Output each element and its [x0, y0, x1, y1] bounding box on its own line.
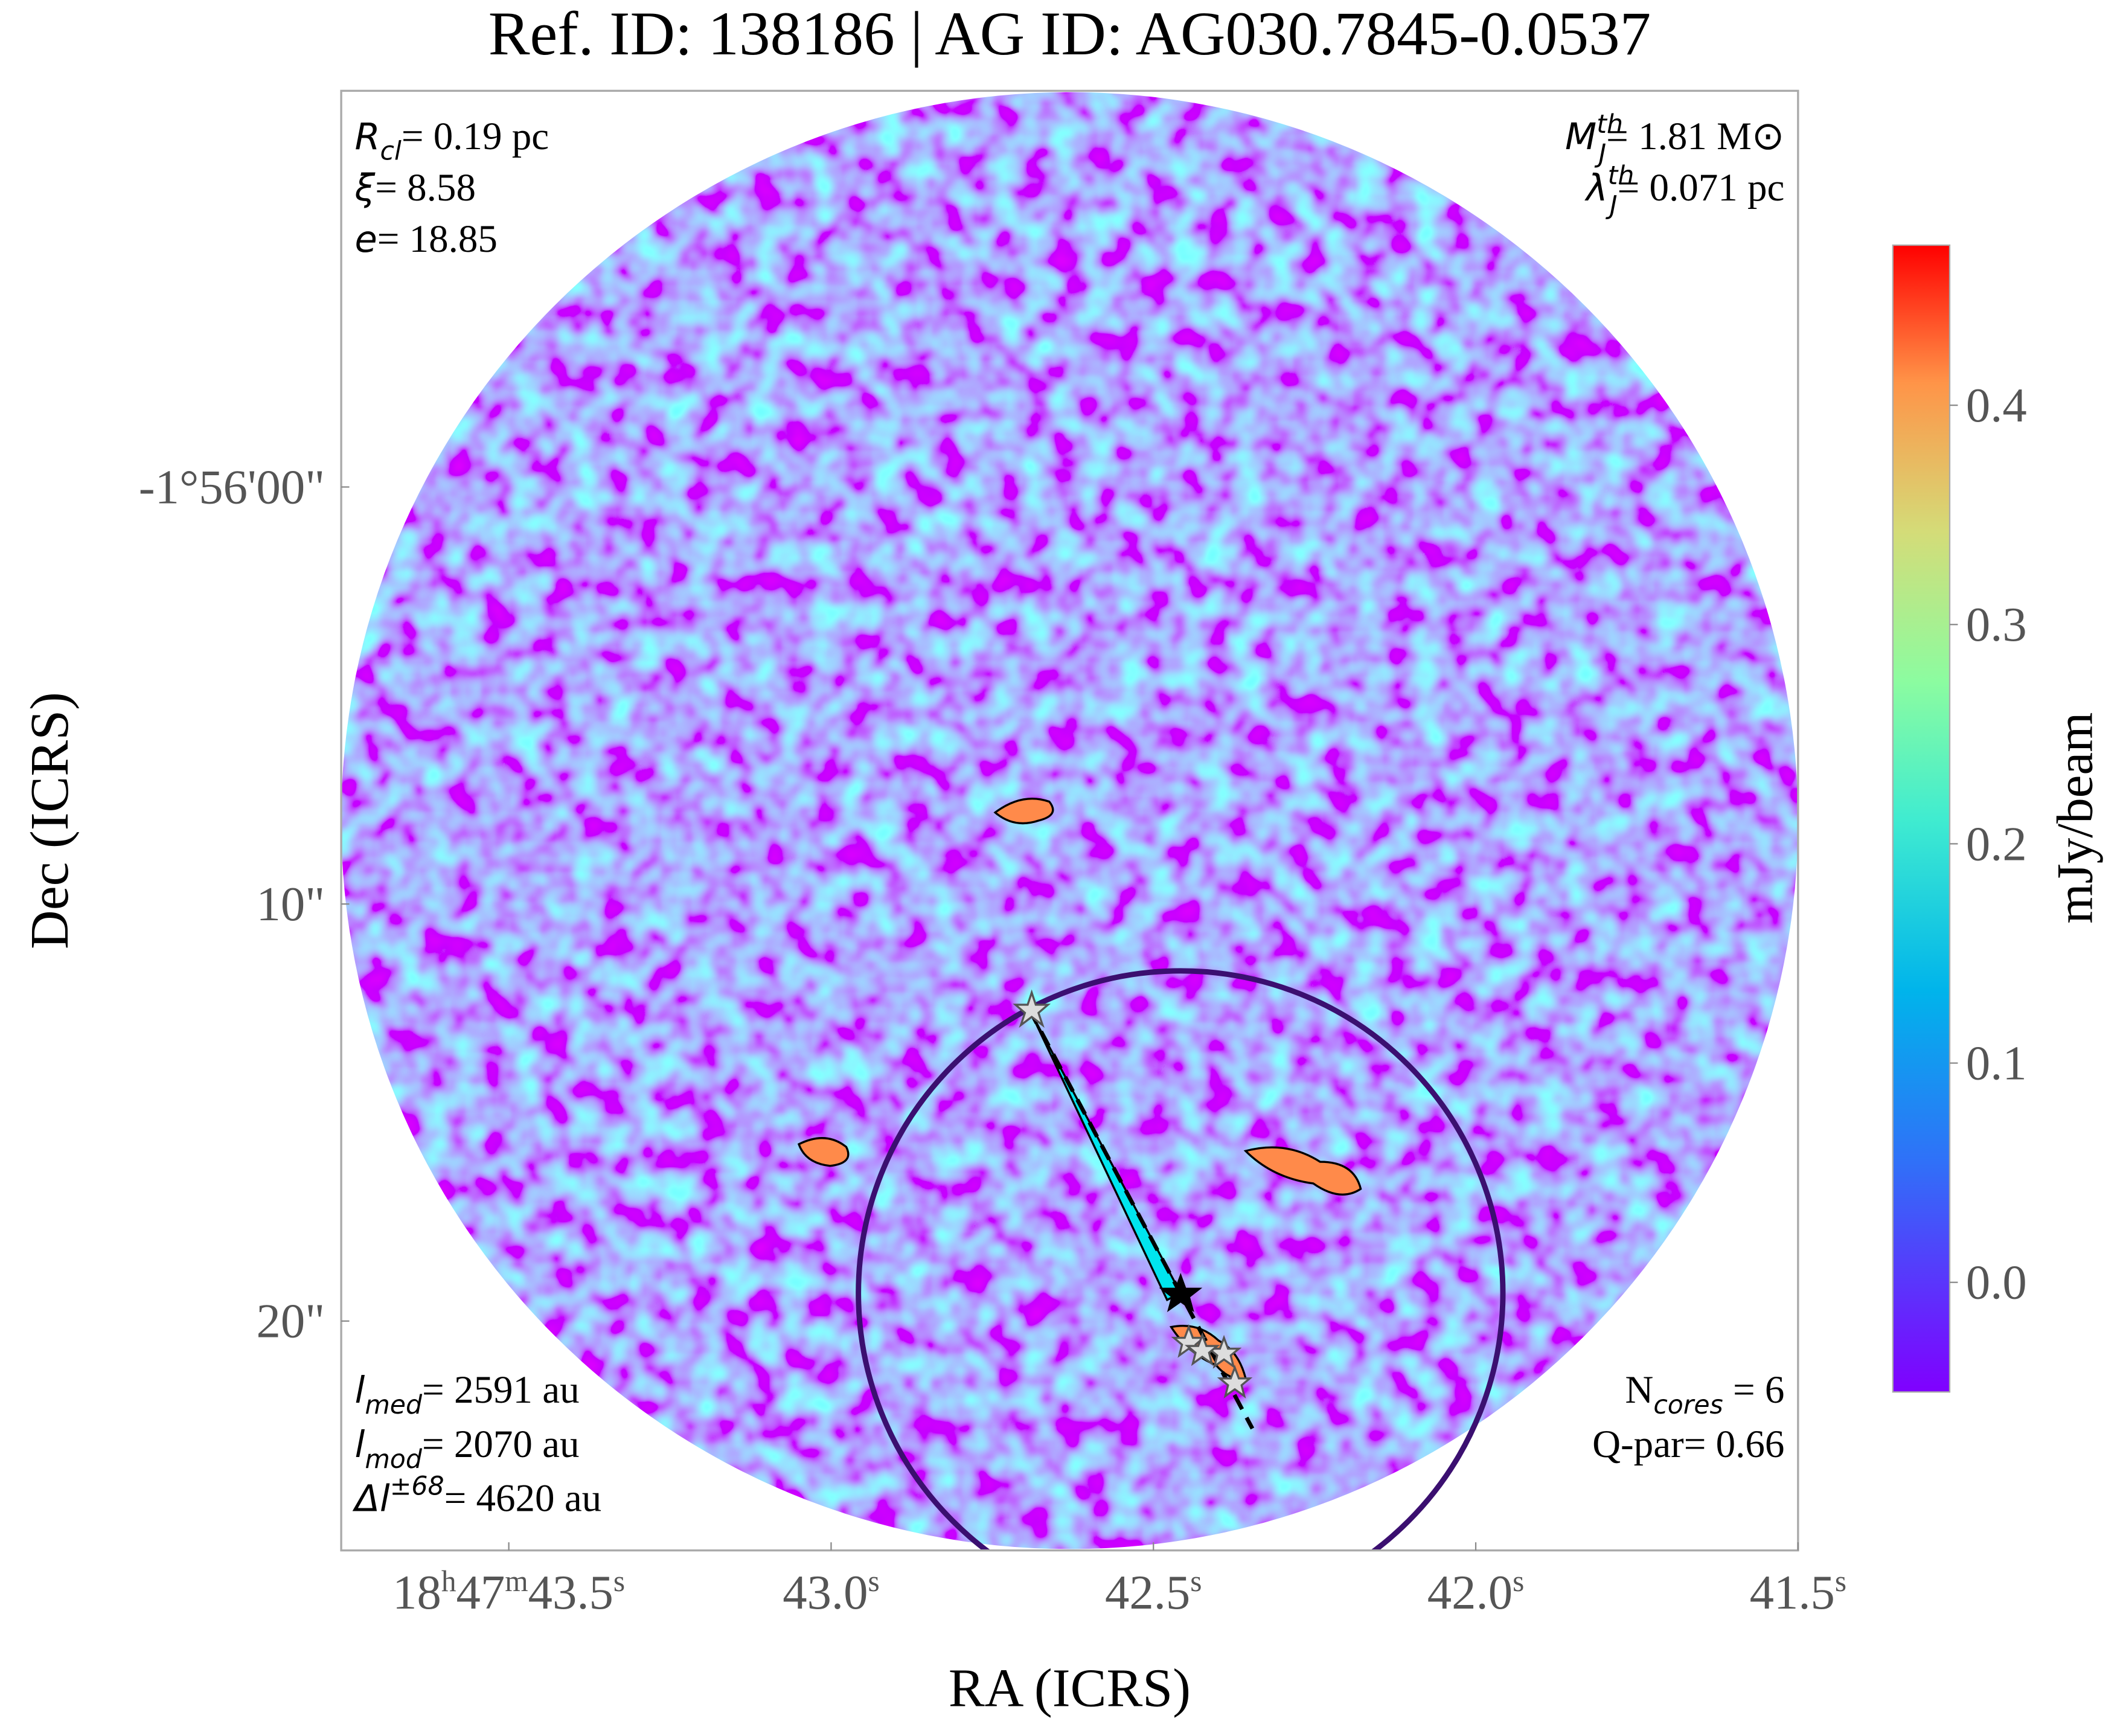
annotation-text: = 0.66 — [1684, 1423, 1785, 1466]
annotation-symbol: e — [354, 219, 377, 261]
y-tick-label: 10" — [256, 877, 325, 931]
annotation-text: = 2070 au — [422, 1423, 580, 1466]
overlay — [856, 968, 1506, 1551]
colorbar-tick-label: 0.3 — [1966, 598, 2027, 652]
colorbar-tick-label: 0.1 — [1966, 1036, 2027, 1090]
annotation: lmed= 2591 au — [354, 1368, 579, 1420]
annotation: lmod= 2070 au — [354, 1423, 579, 1475]
colorbar-tick-label: 0.2 — [1966, 817, 2027, 871]
annotation-sub: cores — [1653, 1390, 1723, 1420]
annotation-symbol: Q-par — [1592, 1423, 1684, 1466]
annotation-text: = 18.85 — [377, 217, 498, 261]
fit-line — [1027, 1008, 1255, 1430]
annotation-sup: ±68 — [390, 1472, 444, 1502]
centroid — [1159, 1272, 1203, 1312]
y-axis-label: Dec (ICRS) — [20, 692, 80, 949]
annotation-text: = 2591 au — [422, 1368, 580, 1412]
cluster-circle — [856, 968, 1506, 1551]
annotation-text: = 0.071 pc — [1618, 166, 1785, 210]
annotation-symbol: N — [1625, 1368, 1653, 1412]
annotation: λth J= 0.071 pc — [1584, 161, 1785, 220]
x-tick-label: 41.5s — [1750, 1565, 1846, 1619]
y-tick-label: -1°56'00" — [139, 460, 325, 514]
x-tick-label: 18h47m43.5s — [392, 1565, 625, 1619]
annotation-symbol: M — [1565, 116, 1596, 158]
annotation: e= 18.85 — [354, 217, 497, 261]
annotation-sup: th — [1596, 109, 1623, 139]
annotation: Δl±68= 4620 au — [352, 1472, 601, 1520]
axes-frame — [340, 89, 1799, 1552]
annotation-symbol: R — [354, 116, 380, 158]
annotation-symbol: Δl — [352, 1478, 389, 1520]
y-tick-label: 20" — [256, 1295, 325, 1348]
cores — [1013, 989, 1253, 1399]
annotation-sup: th — [1608, 161, 1635, 191]
colorbar-label: mJy/beam — [2046, 712, 2103, 923]
annotation-sub: cl — [380, 136, 402, 167]
chart-title: Ref. ID: 138186 | AG ID: AG030.7845-0.05… — [488, 0, 1651, 68]
annotation-symbol: l — [354, 1424, 365, 1466]
colorbar-tick-label: 0.0 — [1966, 1256, 2027, 1310]
annotation: Ncores = 6 — [1625, 1368, 1784, 1420]
annotation-text: = 6 — [1723, 1368, 1785, 1412]
annotation-sub: med — [365, 1390, 423, 1420]
annotation-symbol: ξ — [354, 167, 376, 210]
x-tick-label: 42.0s — [1427, 1565, 1524, 1619]
map — [340, 89, 1799, 1552]
colorbar — [1892, 244, 1951, 1393]
annotation-symbol: λ — [1584, 167, 1608, 210]
annotation: Rcl= 0.19 pc — [354, 115, 549, 167]
intensity-map — [341, 92, 1798, 1549]
x-tick-label: 42.5s — [1105, 1565, 1202, 1619]
colorbar-tick-label: 0.4 — [1966, 379, 2027, 432]
x-tick-label: 43.0s — [783, 1565, 879, 1619]
annotation-symbol: l — [354, 1369, 365, 1412]
x-axis-label: RA (ICRS) — [949, 1659, 1191, 1718]
annotation-text: = 1.81 M⊙ — [1606, 115, 1784, 158]
annotation-text: = 8.58 — [375, 166, 476, 210]
annotation: Q-par= 0.66 — [1592, 1423, 1784, 1466]
annotation-sub: mod — [365, 1444, 423, 1475]
annotation-text: = 4620 au — [444, 1477, 602, 1520]
annotation: ξ= 8.58 — [354, 166, 475, 210]
annotation-text: = 0.19 pc — [402, 115, 549, 158]
